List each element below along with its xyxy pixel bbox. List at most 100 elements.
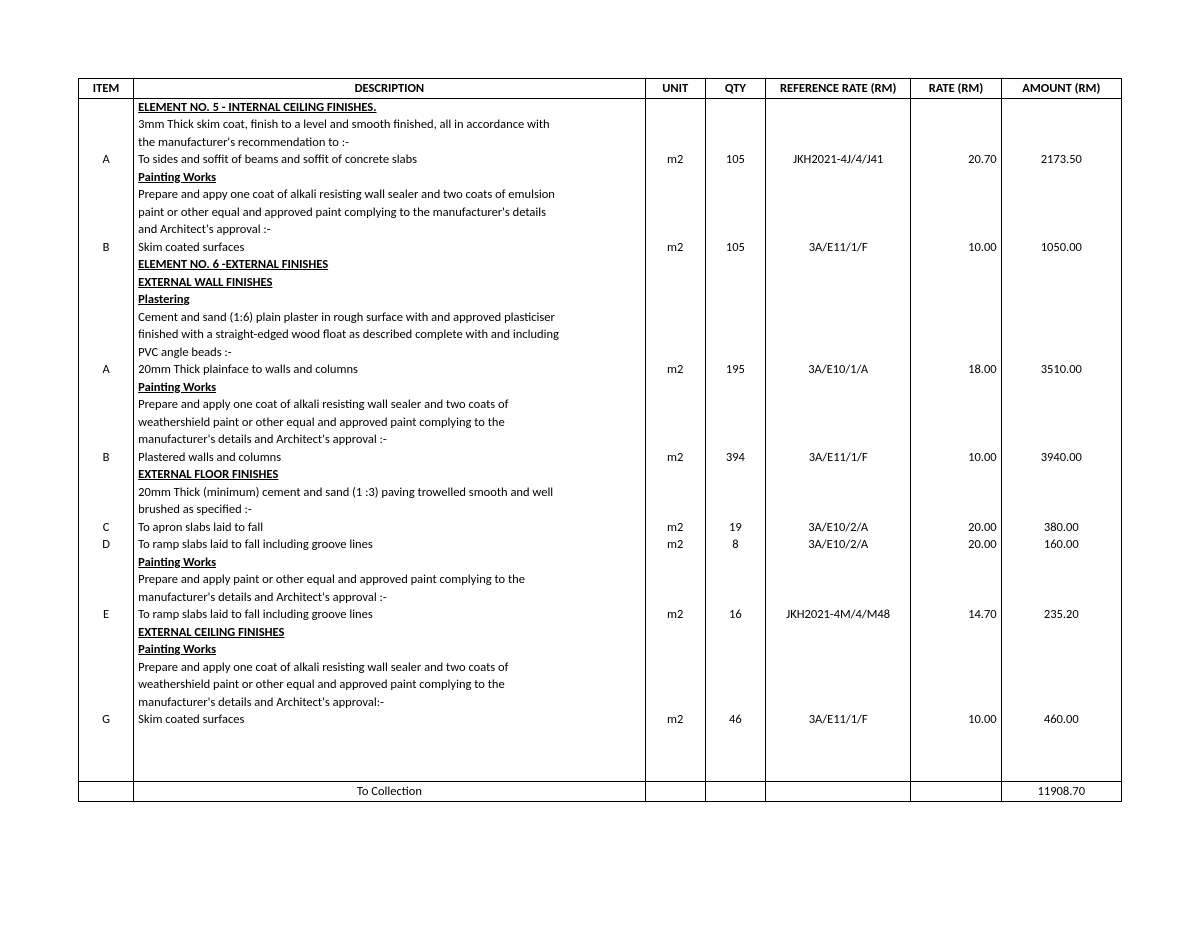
table-row: Painting Works bbox=[79, 379, 1122, 397]
cell-amount bbox=[1001, 729, 1121, 747]
cell-qty: 105 bbox=[705, 151, 765, 169]
cell-item bbox=[79, 169, 134, 187]
cell-amount bbox=[1001, 186, 1121, 204]
table-row: Painting Works bbox=[79, 169, 1122, 187]
cell-description: Prepare and appy one coat of alkali resi… bbox=[134, 186, 645, 204]
cell-rate bbox=[911, 99, 1001, 117]
table-row: Cement and sand (1:6) plain plaster in r… bbox=[79, 309, 1122, 327]
cell-description: Painting Works bbox=[134, 379, 645, 397]
footer-blank-qty bbox=[705, 781, 765, 801]
cell-reference-rate bbox=[765, 134, 910, 152]
cell-rate bbox=[911, 659, 1001, 677]
cell-item bbox=[79, 694, 134, 712]
cell-rate bbox=[911, 466, 1001, 484]
cell-item: B bbox=[79, 449, 134, 467]
header-amount: AMOUNT (RM) bbox=[1001, 79, 1121, 99]
cell-unit: m2 bbox=[645, 519, 705, 537]
cell-reference-rate bbox=[765, 116, 910, 134]
table-row: Plastering bbox=[79, 291, 1122, 309]
footer-amount: 11908.70 bbox=[1001, 781, 1121, 801]
cell-qty bbox=[705, 134, 765, 152]
cell-qty bbox=[705, 764, 765, 782]
cell-description: finished with a straight-edged wood floa… bbox=[134, 326, 645, 344]
table-row: Prepare and appy one coat of alkali resi… bbox=[79, 186, 1122, 204]
cell-item: B bbox=[79, 239, 134, 257]
cell-amount bbox=[1001, 466, 1121, 484]
cell-unit: m2 bbox=[645, 361, 705, 379]
cell-item bbox=[79, 554, 134, 572]
table-row: CTo apron slabs laid to fallm2193A/E10/2… bbox=[79, 519, 1122, 537]
table-row: 20mm Thick (minimum) cement and sand (1 … bbox=[79, 484, 1122, 502]
cell-rate: 20.00 bbox=[911, 519, 1001, 537]
cell-rate bbox=[911, 309, 1001, 327]
cell-item bbox=[79, 484, 134, 502]
cell-description: weathershield paint or other equal and a… bbox=[134, 676, 645, 694]
cell-description: To ramp slabs laid to fall including gro… bbox=[134, 606, 645, 624]
cell-unit bbox=[645, 484, 705, 502]
cell-description: paint or other equal and approved paint … bbox=[134, 204, 645, 222]
cell-unit bbox=[645, 554, 705, 572]
cell-description: Skim coated surfaces bbox=[134, 711, 645, 729]
cell-amount bbox=[1001, 589, 1121, 607]
cell-amount bbox=[1001, 694, 1121, 712]
table-body: ELEMENT NO. 5 - INTERNAL CEILING FINISHE… bbox=[79, 99, 1122, 782]
cell-item bbox=[79, 729, 134, 747]
cell-amount: 3510.00 bbox=[1001, 361, 1121, 379]
cell-unit bbox=[645, 134, 705, 152]
footer-blank-item bbox=[79, 781, 134, 801]
cell-item bbox=[79, 116, 134, 134]
cell-amount bbox=[1001, 431, 1121, 449]
cell-description bbox=[134, 764, 645, 782]
cell-reference-rate bbox=[765, 571, 910, 589]
cell-rate: 20.00 bbox=[911, 536, 1001, 554]
cell-item bbox=[79, 659, 134, 677]
cell-description: manufacturer's details and Architect's a… bbox=[134, 431, 645, 449]
cell-qty: 195 bbox=[705, 361, 765, 379]
cell-unit bbox=[645, 221, 705, 239]
table-row: Painting Works bbox=[79, 641, 1122, 659]
table-row: EXTERNAL WALL FINISHES bbox=[79, 274, 1122, 292]
cell-reference-rate bbox=[765, 309, 910, 327]
cell-qty bbox=[705, 676, 765, 694]
cell-item bbox=[79, 221, 134, 239]
cell-unit bbox=[645, 309, 705, 327]
table-row: the manufacturer's recommendation to :- bbox=[79, 134, 1122, 152]
cell-qty bbox=[705, 379, 765, 397]
cell-unit bbox=[645, 256, 705, 274]
table-row: PVC angle beads :- bbox=[79, 344, 1122, 362]
cell-reference-rate bbox=[765, 659, 910, 677]
cell-reference-rate bbox=[765, 256, 910, 274]
cell-amount: 235.20 bbox=[1001, 606, 1121, 624]
table-row: ATo sides and soffit of beams and soffit… bbox=[79, 151, 1122, 169]
cell-qty bbox=[705, 186, 765, 204]
cell-unit bbox=[645, 414, 705, 432]
cell-qty bbox=[705, 484, 765, 502]
cell-item: E bbox=[79, 606, 134, 624]
cell-unit bbox=[645, 396, 705, 414]
cell-item bbox=[79, 746, 134, 764]
cell-amount bbox=[1001, 309, 1121, 327]
cell-item bbox=[79, 256, 134, 274]
header-reference-rate: REFERENCE RATE (RM) bbox=[765, 79, 910, 99]
cell-qty bbox=[705, 169, 765, 187]
cell-amount bbox=[1001, 344, 1121, 362]
cell-reference-rate: JKH2021-4J/4/J41 bbox=[765, 151, 910, 169]
cell-item bbox=[79, 309, 134, 327]
cell-qty bbox=[705, 256, 765, 274]
cell-unit bbox=[645, 676, 705, 694]
cell-description: manufacturer's details and Architect's a… bbox=[134, 589, 645, 607]
cell-reference-rate bbox=[765, 729, 910, 747]
cell-rate bbox=[911, 431, 1001, 449]
cell-rate bbox=[911, 676, 1001, 694]
cell-reference-rate bbox=[765, 274, 910, 292]
table-row: brushed as specified :- bbox=[79, 501, 1122, 519]
cell-rate bbox=[911, 746, 1001, 764]
cell-rate bbox=[911, 326, 1001, 344]
cell-qty bbox=[705, 571, 765, 589]
cell-qty: 105 bbox=[705, 239, 765, 257]
cell-rate bbox=[911, 501, 1001, 519]
cell-reference-rate bbox=[765, 99, 910, 117]
cell-qty bbox=[705, 414, 765, 432]
cell-unit bbox=[645, 326, 705, 344]
cell-unit bbox=[645, 694, 705, 712]
